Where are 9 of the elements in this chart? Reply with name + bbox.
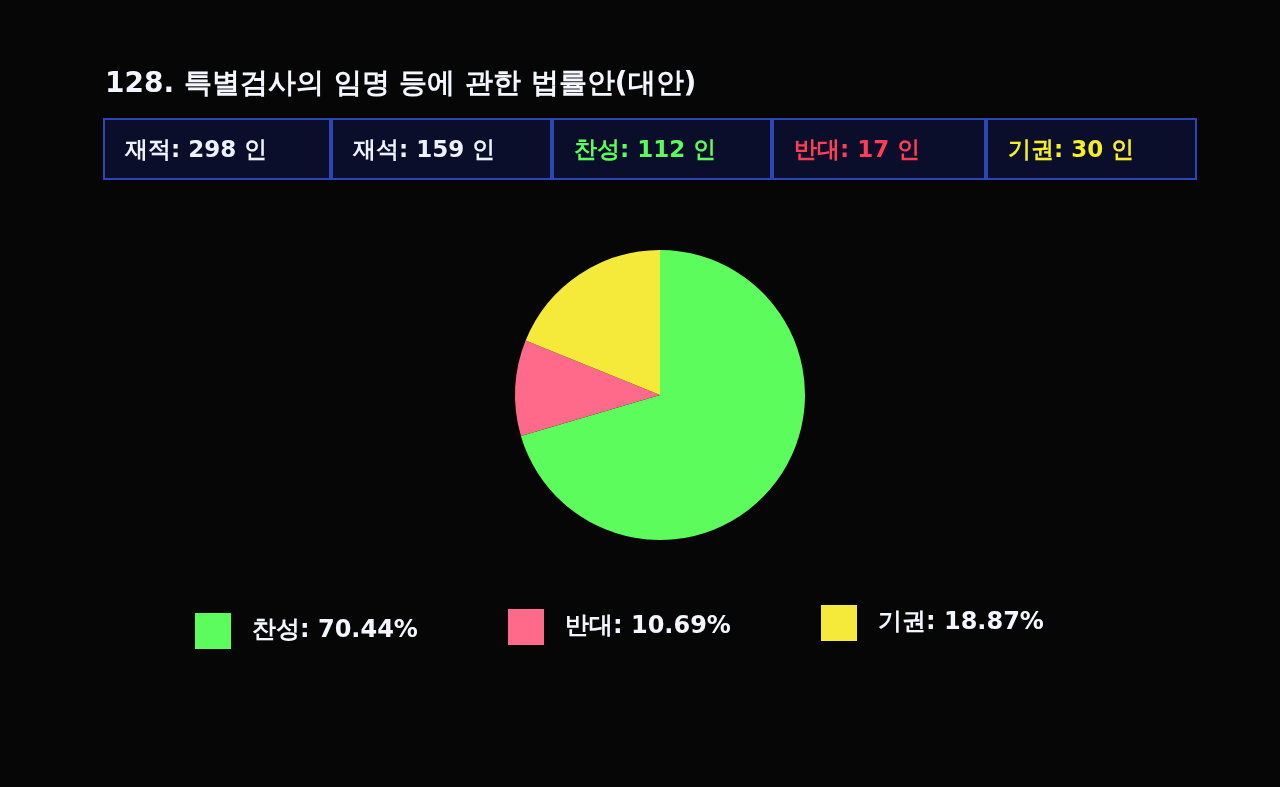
legend-label: 반대: 10.69% bbox=[565, 611, 731, 640]
text: 재적: 298 인 bbox=[103, 118, 331, 180]
text: 반대: 17 인 bbox=[772, 118, 986, 180]
legend-label: 기권: 18.87% bbox=[878, 607, 1044, 636]
text: 찬성: 112 인 bbox=[552, 118, 772, 180]
text: 기권: 30 인 bbox=[986, 118, 1197, 180]
chart-title: 128. 특별검사의 임명 등에 관한 법률안(대안) bbox=[105, 65, 697, 101]
legend-label: 찬성: 70.44% bbox=[252, 615, 418, 644]
text: 재석: 159 인 bbox=[331, 118, 552, 180]
